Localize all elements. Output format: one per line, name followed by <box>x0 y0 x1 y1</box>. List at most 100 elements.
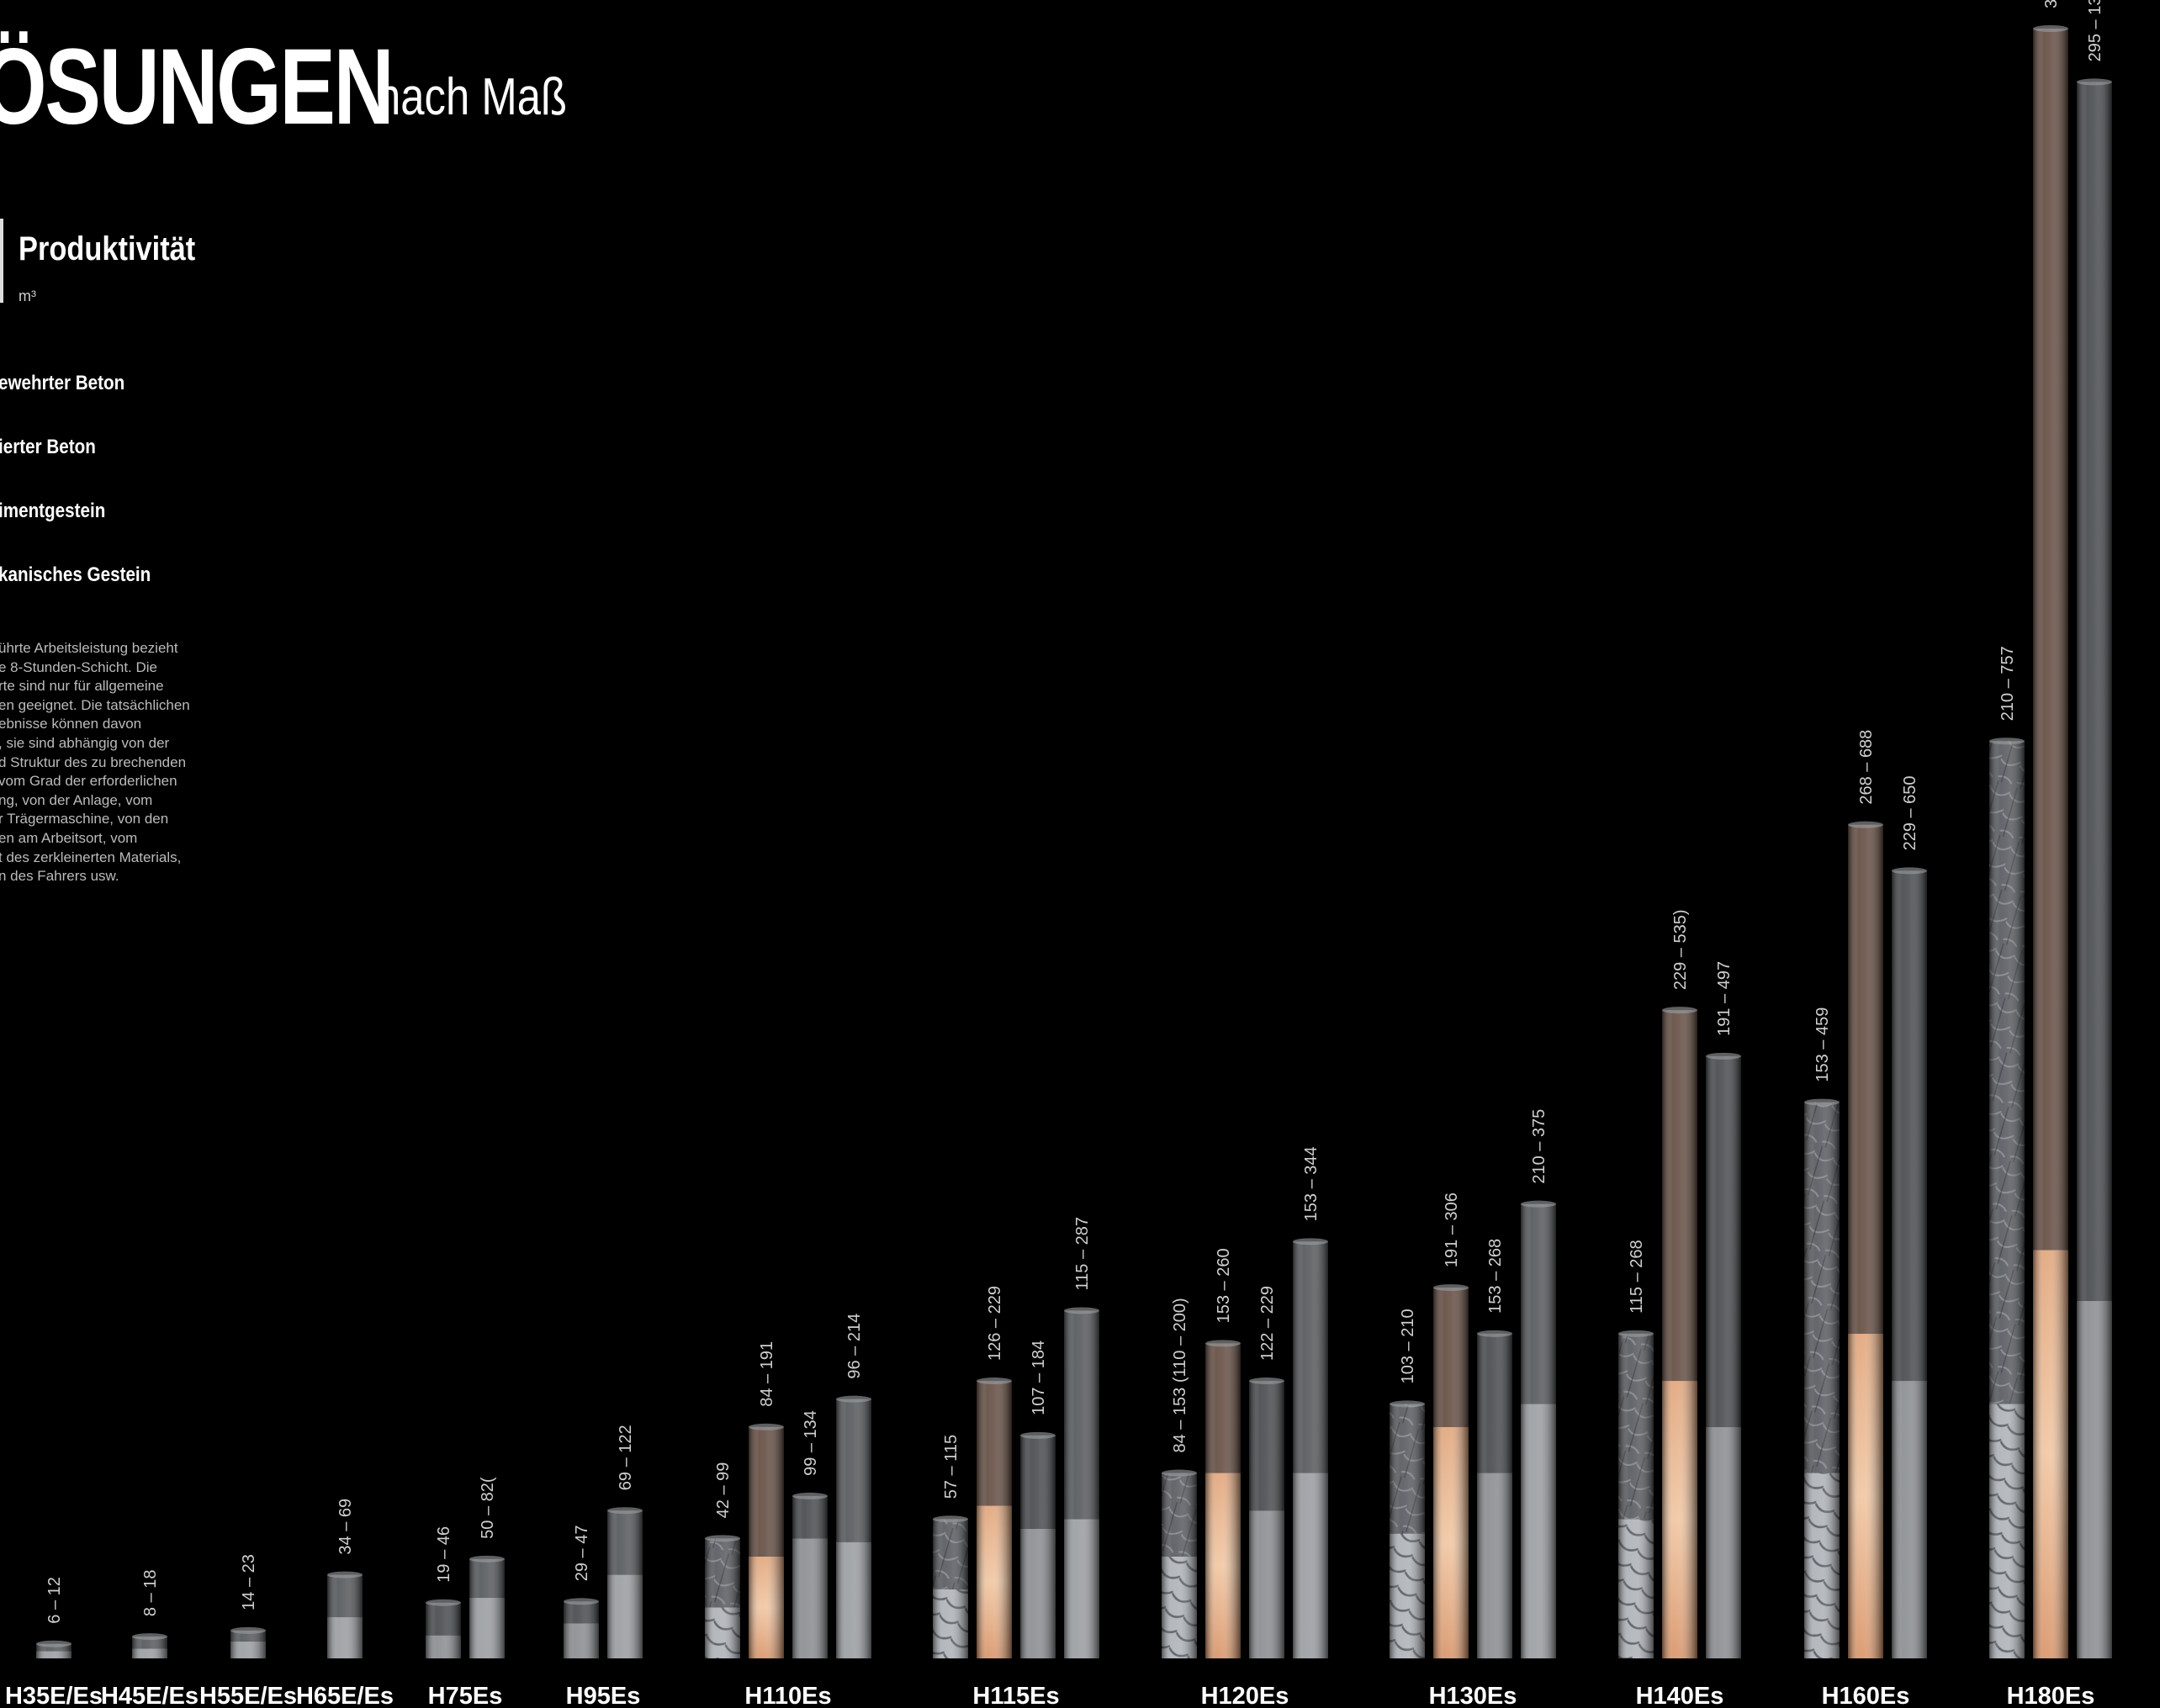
bar-top-cap <box>1433 1284 1469 1292</box>
bar-top-cap <box>977 1378 1012 1385</box>
footnote-line: en am Arbeitsort, vom <box>0 829 138 846</box>
bar-shading <box>469 1558 505 1658</box>
model-label: H75Es <box>428 1683 503 1708</box>
legend-item-vulkanisches-gestein: kanisches Gestein <box>0 563 151 586</box>
bar-range-label: 6 – 12 <box>45 1577 64 1624</box>
legend-item-bewehrter-beton: ewehrter Beton <box>0 372 125 394</box>
bar-shading <box>749 1426 784 1658</box>
model-label: H160Es <box>1822 1683 1910 1708</box>
bar-shading <box>1989 741 2025 1658</box>
model-label: H95Es <box>566 1683 641 1708</box>
footnote-line: r Trägermaschine, von den <box>0 811 169 828</box>
bar-range-label: 84 – 191 <box>758 1341 776 1407</box>
model-label: H55E/Es <box>199 1683 297 1708</box>
bar-range-label: 96 – 214 <box>845 1314 864 1379</box>
footnote-line: , sie sind abhängig von der <box>0 734 170 751</box>
bar-shading <box>933 1519 968 1658</box>
bar-range-label: 122 – 229 <box>1258 1286 1277 1361</box>
model-label: H35E/Es <box>5 1683 103 1708</box>
bar-range-label: 107 – 184 <box>1030 1340 1048 1415</box>
bar-shading <box>1706 1055 1741 1658</box>
bar-shading <box>2033 29 2068 1658</box>
footnote-line: vom Grad der erforderlichen <box>0 773 177 790</box>
bar-shading <box>1892 870 1927 1658</box>
bar-top-cap <box>607 1507 643 1515</box>
bar-shading <box>1618 1333 1654 1658</box>
bar-top-cap <box>1249 1378 1284 1385</box>
bar-top-cap <box>36 1640 71 1647</box>
bar-top-cap <box>2077 78 2112 86</box>
bar-range-label: 153 – 459 <box>1813 1007 1832 1082</box>
bar-top-cap <box>1618 1330 1654 1337</box>
bar-range-label: 210 – 757 <box>1999 646 2017 721</box>
bar-range-label: 126 – 229 <box>986 1286 1004 1361</box>
bar-top-cap <box>792 1492 828 1499</box>
bar-range-label: 57 – 115 <box>942 1435 961 1499</box>
bar-shading <box>1205 1343 1241 1658</box>
bar-top-cap <box>1390 1400 1425 1408</box>
footnote-line: ebnisse können davon <box>0 716 142 732</box>
bar-range-label: 229 – 535) <box>1671 909 1690 990</box>
footnote: ührte Arbeitsleistung bezieht e 8-Stunden… <box>0 639 209 886</box>
model-label: H140Es <box>1636 1683 1724 1708</box>
bar-range-label: 337 – 1345 <box>2042 0 2061 8</box>
footnote-line: en geeignet. Die tatsächlichen <box>0 696 190 713</box>
bar-shading <box>1804 1102 1840 1658</box>
bar-range-label: 29 – 47 <box>573 1526 591 1582</box>
bar-range-label: 14 – 23 <box>240 1554 258 1610</box>
legend-item-sedimentgestein: imentgestein <box>0 500 106 522</box>
page-title: ÖSUNGEN nach Maß <box>0 25 567 149</box>
bar-shading <box>1293 1241 1328 1658</box>
model-label: H180Es <box>2007 1683 2095 1708</box>
legend-item-armierter-beton: ierter Beton <box>0 436 96 458</box>
footnote-line: ührte Arbeitsleistung bezieht <box>0 640 178 656</box>
bar-shading <box>426 1602 461 1658</box>
legend-accent-bar <box>0 219 3 303</box>
bar-range-label: 210 – 375 <box>1530 1109 1549 1184</box>
footnote-line: t des zerkleinerten Materials, <box>0 849 182 865</box>
footnote-line: d Struktur des zu brechenden <box>0 754 187 770</box>
bar-top-cap <box>749 1423 784 1430</box>
bar-shading <box>1433 1288 1469 1658</box>
bar-shading <box>564 1601 599 1658</box>
bar-range-label: 153 – 268 <box>1486 1239 1505 1314</box>
bar-shading <box>1162 1473 1197 1658</box>
footnote-line: n des Fahrers usw. <box>0 868 119 885</box>
bar-top-cap <box>1162 1469 1197 1477</box>
bar-shading <box>977 1381 1012 1658</box>
bar-shading <box>1249 1381 1284 1658</box>
bar-range-label: 34 – 69 <box>336 1499 355 1555</box>
model-label: H115Es <box>972 1683 1059 1708</box>
bar-shading <box>607 1510 643 1658</box>
bar-top-cap <box>933 1515 968 1523</box>
bar-top-cap <box>1804 1098 1840 1106</box>
bar-range-label: 295 – 1301 <box>2086 0 2104 61</box>
footnote-line: rte sind nur für allgemeine <box>0 678 164 695</box>
bar-shading <box>132 1637 167 1658</box>
bar-top-cap <box>1064 1307 1099 1314</box>
bar-shading <box>1064 1310 1099 1658</box>
legend-title: Produktivität <box>19 230 196 267</box>
bar-top-cap <box>1892 867 1927 875</box>
bar-range-label: 191 – 497 <box>1715 961 1734 1036</box>
legend-unit: m³ <box>19 288 36 304</box>
bar-range-label: 229 – 650 <box>1901 775 1919 850</box>
bar-shading <box>705 1538 740 1658</box>
bar-shading <box>327 1574 363 1658</box>
bar-shading <box>1662 1010 1697 1658</box>
model-label: H130Es <box>1429 1683 1517 1708</box>
model-label: H45E/Es <box>101 1683 199 1708</box>
bar-top-cap <box>1293 1238 1328 1245</box>
bar-top-cap <box>2033 25 2068 32</box>
bar-range-label: 115 – 268 <box>1628 1240 1646 1314</box>
bar-top-cap <box>1989 738 2025 745</box>
bar-top-cap <box>327 1571 363 1578</box>
bar-range-label: 99 – 134 <box>802 1410 820 1476</box>
bar-top-cap <box>705 1535 740 1542</box>
bar-top-cap <box>1477 1330 1512 1337</box>
bar-shading <box>1390 1404 1425 1658</box>
bar-top-cap <box>1205 1340 1241 1347</box>
bar-top-cap <box>1706 1052 1741 1060</box>
bar-shading <box>792 1495 828 1658</box>
bar-shading <box>36 1643 71 1658</box>
